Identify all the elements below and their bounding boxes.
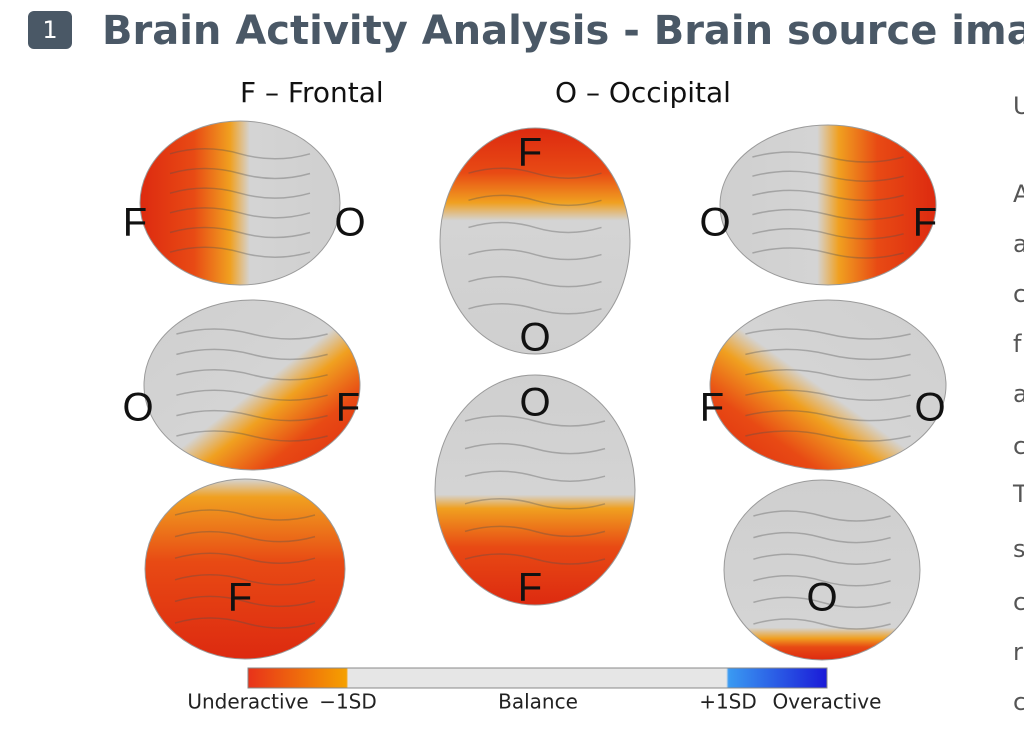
brain-fold	[464, 470, 606, 482]
region-label: F	[913, 201, 937, 245]
colorbar-label: Balance	[498, 690, 578, 714]
brain-fold	[176, 328, 328, 340]
brain-view	[144, 478, 346, 660]
legend-label: F – Frontal	[240, 76, 384, 109]
region-label: O	[806, 576, 837, 620]
brain-fold	[174, 595, 316, 608]
side-text: c	[1013, 280, 1024, 308]
brain-fold	[752, 189, 904, 202]
brain-fold	[169, 148, 311, 160]
region-label: F	[518, 566, 542, 610]
side-text: r	[1013, 638, 1023, 666]
brain-fold	[464, 415, 606, 427]
brain-fold	[174, 617, 316, 629]
brain-fold	[464, 442, 606, 455]
region-label: O	[519, 381, 550, 425]
brain-fold	[468, 167, 602, 179]
brain-fold	[753, 575, 891, 587]
brain-fold	[745, 389, 911, 401]
brain-fold	[753, 596, 891, 609]
side-text: a	[1013, 380, 1024, 408]
region-label: F	[228, 576, 252, 620]
region-label: F	[700, 386, 724, 430]
side-text: a	[1013, 230, 1024, 258]
region-label: O	[334, 201, 365, 245]
side-text: c	[1013, 432, 1024, 460]
badge: 1	[42, 16, 57, 44]
brain-fold	[753, 531, 891, 544]
brain-fold	[745, 328, 911, 340]
brain-fold	[464, 525, 606, 538]
region-label: O	[699, 201, 730, 245]
brain-fold	[169, 246, 311, 258]
brain-fold	[174, 552, 316, 564]
brain-fold	[468, 221, 602, 234]
brain-fold	[176, 369, 328, 381]
brain-fold	[745, 409, 911, 422]
brain-view	[709, 299, 947, 471]
brain-fold	[169, 167, 311, 180]
region-label: O	[519, 316, 550, 360]
colorbar-label: +1SD	[699, 690, 757, 714]
title: Brain Activity Analysis - Brain source i…	[102, 8, 1024, 54]
brain-view	[723, 479, 921, 661]
brain-fold	[176, 409, 328, 422]
side-text: A	[1013, 180, 1024, 208]
brain-fold	[464, 498, 606, 510]
side-text: c	[1013, 688, 1024, 716]
colorbar	[247, 667, 828, 689]
side-text: c	[1013, 588, 1024, 616]
brain-fold	[745, 430, 911, 442]
brain-fold	[464, 553, 606, 565]
brain-view	[434, 374, 636, 606]
brain-fold	[468, 303, 602, 315]
brain-fold	[169, 187, 311, 199]
region-label: F	[336, 386, 360, 430]
region-label: O	[122, 386, 153, 430]
badge-box	[28, 11, 72, 49]
brain-view	[719, 124, 937, 286]
region-label: F	[123, 201, 147, 245]
brain-fold	[752, 208, 904, 221]
brain-view	[439, 127, 631, 355]
brain-fold	[752, 170, 904, 182]
side-text: f	[1013, 330, 1022, 358]
region-label: O	[914, 386, 945, 430]
side-text: T	[1012, 480, 1024, 508]
brain-fold	[753, 553, 891, 565]
brain-fold	[753, 510, 891, 522]
brain-fold	[169, 207, 311, 219]
brain-fold	[174, 574, 316, 586]
brain-fold	[468, 194, 602, 207]
brain-fold	[468, 248, 602, 261]
brain-fold	[176, 389, 328, 401]
brain-fold	[752, 151, 904, 163]
brain-fold	[745, 369, 911, 381]
colorbar-label: Underactive	[187, 690, 308, 714]
side-text: U	[1013, 92, 1024, 120]
brain-fold	[752, 247, 904, 259]
brain-fold	[468, 275, 602, 288]
brain-fold	[176, 430, 328, 442]
brain-fold	[753, 618, 891, 630]
region-label: F	[518, 131, 542, 175]
brain-fold	[745, 348, 911, 361]
brain-fold	[174, 530, 316, 543]
brain-view	[143, 299, 361, 471]
brain-fold	[174, 509, 316, 521]
colorbar-label: Overactive	[773, 690, 882, 714]
brain-fold	[176, 348, 328, 361]
brain-fold	[752, 228, 904, 240]
brain-fold	[169, 226, 311, 239]
legend-label: O – Occipital	[555, 76, 731, 109]
side-text: s	[1013, 535, 1024, 563]
colorbar-label: −1SD	[319, 690, 377, 714]
brain-view	[139, 120, 341, 286]
